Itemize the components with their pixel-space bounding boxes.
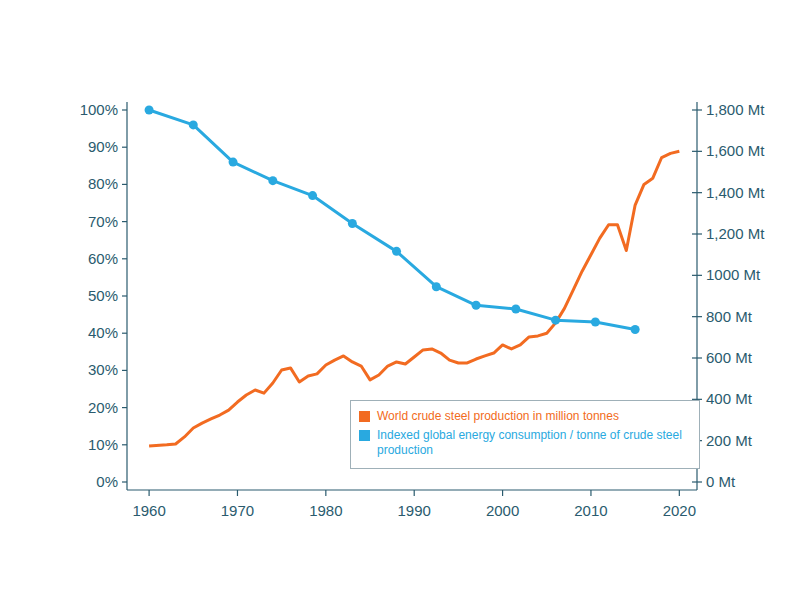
y2-tick-label: 0 Mt: [706, 473, 736, 490]
y2-tick-label: 400 Mt: [706, 390, 753, 407]
y2-tick: [692, 481, 702, 482]
x-tick-label: 1970: [221, 502, 254, 519]
chart-svg: 0% 10% 20% 30% 40% 50% 60% 70% 80% 90% 100% 0 Mt 200…: [0, 0, 800, 600]
x-tick: [148, 490, 149, 496]
x-axis-line: [127, 489, 697, 490]
y-tick: [122, 184, 127, 185]
y2-tick-label: 600 Mt: [706, 349, 753, 366]
y-tick-label: 70%: [88, 213, 118, 230]
y2-tick: [692, 192, 702, 193]
x-tick-label: 2000: [486, 502, 519, 519]
y2-tick-label: 800 Mt: [706, 308, 753, 325]
y2-tick: [692, 357, 702, 358]
y-tick-label: 0%: [96, 473, 118, 490]
y-tick-label: 60%: [88, 250, 118, 267]
y-tick: [122, 444, 127, 445]
y2-tick: [692, 151, 702, 152]
series-marker: [432, 282, 441, 291]
legend-label: Indexed global energy consumption / tonn…: [377, 428, 693, 458]
y-tick-label: 90%: [88, 138, 118, 155]
series-marker: [392, 247, 401, 256]
legend-swatch: [359, 411, 370, 422]
series-marker: [472, 301, 481, 310]
plot-area: [145, 106, 680, 447]
y2-tick-label: 1,600 Mt: [706, 142, 765, 159]
y-tick: [122, 221, 127, 222]
x-tick-label: 2010: [574, 502, 607, 519]
series-marker: [189, 120, 198, 129]
series-marker: [268, 176, 277, 185]
x-tick: [502, 490, 503, 496]
y2-tick-label: 1,800 Mt: [706, 101, 765, 118]
y-tick: [122, 109, 127, 110]
chart-root: {"chart_data": { "type": "line", "xlim":…: [0, 0, 800, 600]
y2-tick: [692, 316, 702, 317]
legend-label: World crude steel production in million …: [377, 409, 619, 424]
x-tick-label: 1960: [132, 502, 165, 519]
series-marker: [591, 318, 600, 327]
y-tick-label: 80%: [88, 175, 118, 192]
y-tick-label: 10%: [88, 436, 118, 453]
y-tick-label: 40%: [88, 324, 118, 341]
x-tick-label: 1990: [398, 502, 431, 519]
x-tick-label: 1980: [309, 502, 342, 519]
y2-tick-label: 1000 Mt: [706, 266, 761, 283]
series-marker: [511, 305, 520, 314]
y-tick: [122, 407, 127, 408]
y2-tick-label: 1,400 Mt: [706, 184, 765, 201]
series-line: [149, 110, 635, 329]
series-marker: [229, 158, 238, 167]
y-tick-label: 50%: [88, 287, 118, 304]
x-tick: [237, 490, 238, 496]
series-marker: [631, 325, 640, 334]
legend-entry: Indexed global energy consumption / tonn…: [359, 428, 693, 458]
x-tick: [414, 490, 415, 496]
y2-tick-label: 200 Mt: [706, 432, 753, 449]
y-tick: [122, 295, 127, 296]
y2-tick: [692, 275, 702, 276]
x-tick: [590, 490, 591, 496]
y-tick: [122, 481, 127, 482]
y-tick: [122, 333, 127, 334]
series-marker: [348, 219, 357, 228]
series-marker: [145, 106, 154, 115]
legend-entry: World crude steel production in million …: [359, 409, 693, 424]
x-tick: [325, 490, 326, 496]
series-marker: [308, 191, 317, 200]
series-marker: [551, 316, 560, 325]
y2-tick: [692, 233, 702, 234]
x-tick: [679, 490, 680, 496]
legend-swatch: [359, 430, 370, 441]
y2-tick: [692, 109, 702, 110]
y-tick-label: 30%: [88, 361, 118, 378]
y2-tick-label: 1,200 Mt: [706, 225, 765, 242]
y-tick: [122, 147, 127, 148]
y-tick: [122, 258, 127, 259]
x-tick-label: 2020: [663, 502, 696, 519]
y-tick-label: 100%: [80, 101, 118, 118]
legend: World crude steel production in million …: [350, 400, 700, 469]
y-tick-label: 20%: [88, 399, 118, 416]
y-tick: [122, 370, 127, 371]
